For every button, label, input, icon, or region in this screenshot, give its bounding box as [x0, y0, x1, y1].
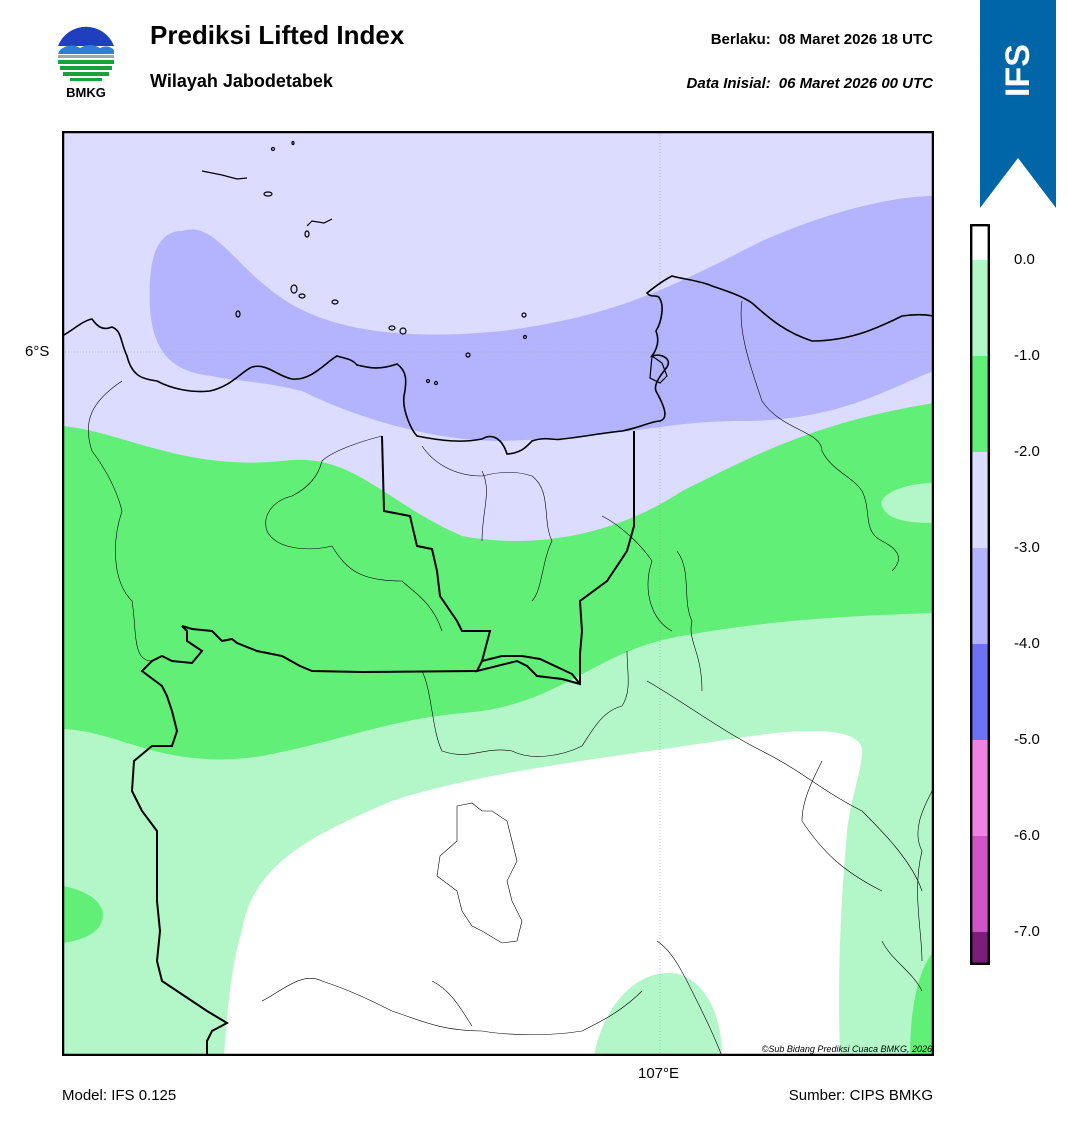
init-value: 06 Maret 2026 00 UTC: [778, 75, 933, 92]
colorbar: [970, 224, 990, 965]
source-label: Sumber: CIPS BMKG: [788, 1087, 933, 1104]
coastline-java: [62, 275, 934, 455]
colorbar-tick: -4.0: [1014, 635, 1040, 652]
colorbar-tick: -6.0: [1014, 827, 1040, 844]
colorbar-tick: 0.0: [1014, 251, 1035, 268]
latitude-label: 6°S: [25, 343, 50, 360]
province-borders: [130, 431, 635, 1056]
colorbar-tick: -1.0: [1014, 347, 1040, 364]
district-borders: [88, 300, 933, 1056]
bmkg-logo-icon: [56, 26, 116, 86]
page-title: Prediksi Lifted Index: [150, 20, 405, 50]
longitude-label: 107°E: [638, 1065, 680, 1082]
page-subtitle: Wilayah Jabodetabek: [150, 71, 333, 91]
model-label: Model: IFS 0.125: [62, 1087, 177, 1104]
contour-positive: [224, 731, 862, 1056]
ifs-banner-text: IFS: [998, 43, 1037, 97]
valid-value: 08 Maret 2026 18 UTC: [778, 31, 933, 48]
colorbar-tick: -5.0: [1014, 731, 1040, 748]
init-label: Data Inisial:: [686, 75, 771, 92]
colorbar-tick: -7.0: [1014, 923, 1040, 940]
district-bogor: [436, 802, 523, 944]
contour-minus3-minus4: [149, 196, 934, 441]
colorbar-tick: -2.0: [1014, 443, 1040, 460]
lifted-index-map: [62, 131, 934, 1056]
thousand-islands: [201, 140, 528, 386]
ifs-banner: [980, 0, 1056, 208]
valid-time: Berlaku: 08 Maret 2026 18 UTC: [711, 31, 933, 48]
valid-label: Berlaku:: [710, 31, 771, 48]
init-time: Data Inisial: 06 Maret 2026 00 UTC: [687, 75, 933, 92]
copyright-text: ©Sub Bidang Prediksi Cuaca BMKG, 2026: [761, 1044, 932, 1054]
colorbar-tick: -3.0: [1014, 539, 1040, 556]
logo-text: BMKG: [66, 85, 106, 100]
